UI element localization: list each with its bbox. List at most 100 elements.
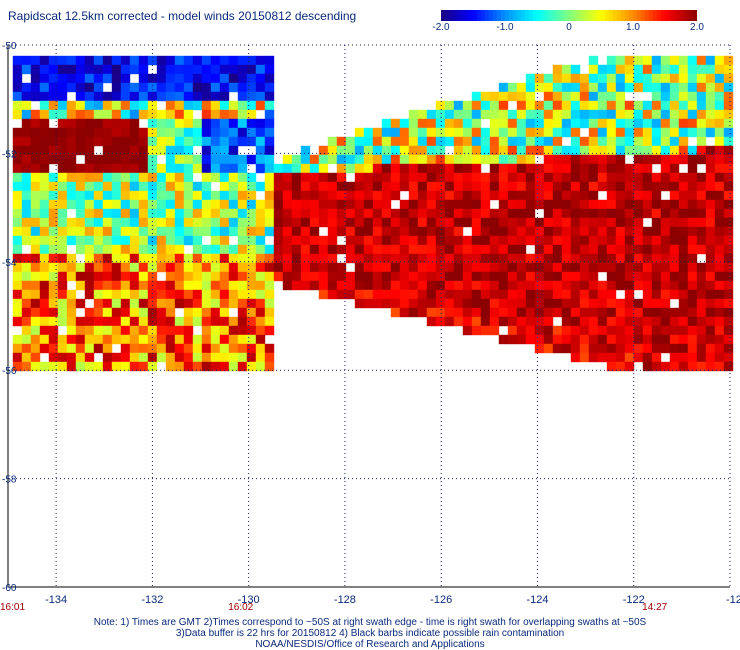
heatmap-cell [93,316,104,327]
heatmap-cell [237,199,248,210]
heatmap-cell [48,190,59,201]
heatmap-cell [651,91,662,102]
heatmap-cell [345,235,356,246]
heatmap-cell [75,271,86,282]
heatmap-cell [705,145,716,156]
heatmap-cell [201,217,212,228]
heatmap-cell [624,289,635,300]
heatmap-cell [714,64,725,75]
heatmap-cell [39,271,50,282]
heatmap-cell [390,154,401,165]
heatmap-cell [480,289,491,300]
heatmap-cell [624,145,635,156]
heatmap-cell [714,361,725,372]
heatmap-cell [228,217,239,228]
heatmap-cell [588,190,599,201]
heatmap-cell [435,109,446,120]
heatmap-cell [48,64,59,75]
heatmap-cell [273,163,284,174]
heatmap-cell [210,127,221,138]
heatmap-cell [498,316,509,327]
heatmap-cell [336,262,347,273]
heatmap-cell [507,217,518,228]
heatmap-cell [255,55,266,66]
heatmap-cell [588,334,599,345]
heatmap-cell [219,208,230,219]
heatmap-cell [705,55,716,66]
heatmap-cell [696,55,707,66]
heatmap-cell [408,271,419,282]
heatmap-cell [417,253,428,264]
heatmap-cell [12,244,23,255]
heatmap-cell [12,343,23,354]
heatmap-cell [372,298,383,309]
heatmap-cell [39,82,50,93]
heatmap-cell [75,226,86,237]
heatmap-cell [291,217,302,228]
heatmap-cell [381,235,392,246]
colorbar-segment [557,10,562,21]
heatmap-cell [552,163,563,174]
heatmap-cell [498,163,509,174]
heatmap-cell [453,127,464,138]
heatmap-cell [498,118,509,129]
heatmap-cell [453,172,464,183]
heatmap-cell [219,334,230,345]
heatmap-cell [309,190,320,201]
heatmap-cell [498,226,509,237]
heatmap-cell [597,118,608,129]
heatmap-cell [642,64,653,75]
heatmap-cell [102,190,113,201]
heatmap-cell [507,172,518,183]
heatmap-cell [489,280,500,291]
heatmap-cell [48,172,59,183]
heatmap-cell [246,262,257,273]
heatmap-cell [237,82,248,93]
heatmap-cell [696,316,707,327]
heatmap-cell [435,316,446,327]
heatmap-cell [561,145,572,156]
heatmap-cell [408,253,419,264]
heatmap-cell [588,199,599,210]
heatmap-cell [102,163,113,174]
heatmap-cell [642,82,653,93]
heatmap-cell [417,136,428,147]
heatmap-cell [75,91,86,102]
heatmap-cell [687,73,698,84]
heatmap-cell [210,136,221,147]
heatmap-cell [624,100,635,111]
heatmap-cell [84,163,95,174]
heatmap-cell [723,325,734,336]
heatmap-cell [219,73,230,84]
heatmap-cell [228,145,239,156]
heatmap-cell [75,298,86,309]
heatmap-cell [246,100,257,111]
heatmap-cell [102,280,113,291]
heatmap-cell [543,109,554,120]
heatmap-cell [57,280,68,291]
heatmap-cell [435,235,446,246]
heatmap-cell [75,361,86,372]
heatmap-cell [246,217,257,228]
heatmap-cell [120,307,131,318]
heatmap-cell [687,316,698,327]
heatmap-cell [687,361,698,372]
heatmap-cell [30,154,41,165]
heatmap-cell [705,163,716,174]
heatmap-cell [174,181,185,192]
heatmap-cell [264,145,275,156]
heatmap-cell [39,64,50,75]
heatmap-cell [21,100,32,111]
heatmap-cell [21,298,32,309]
heatmap-cell [309,253,320,264]
heatmap-cell [219,91,230,102]
heatmap-cell [516,280,527,291]
heatmap-cell [570,217,581,228]
heatmap-cell [120,298,131,309]
heatmap-cell [597,298,608,309]
heatmap-cell [543,82,554,93]
heatmap-cell [606,298,617,309]
heatmap-cell [93,181,104,192]
heatmap-cell [300,226,311,237]
heatmap-cell [219,100,230,111]
